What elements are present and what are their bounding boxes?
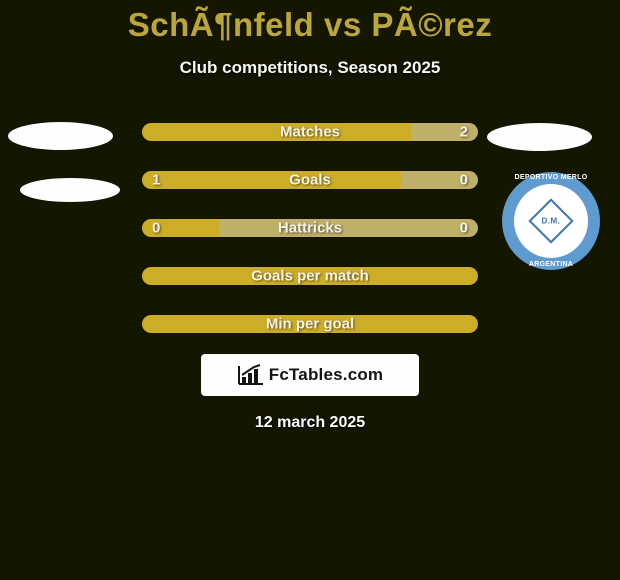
- stat-bar-left-seg: [142, 123, 411, 141]
- stat-label: Min per goal: [266, 316, 354, 333]
- stat-label: Goals: [289, 172, 331, 189]
- date-text: 12 march 2025: [0, 414, 620, 432]
- stat-bar: Goals per match: [141, 266, 479, 286]
- crest-bottom-text: ARGENTINA: [529, 261, 573, 268]
- stat-bar: Min per goal: [141, 314, 479, 334]
- stat-right-value: 2: [460, 124, 468, 141]
- page-title: SchÃ¶nfeld vs PÃ©rez: [0, 0, 620, 44]
- stat-bar: Hattricks 0 0: [141, 218, 479, 238]
- stat-label: Matches: [280, 124, 340, 141]
- crest-top-text: DEPORTIVO MERLO: [515, 174, 588, 181]
- stat-bar: Goals 1 0: [141, 170, 479, 190]
- stat-label: Hattricks: [278, 220, 342, 237]
- page-subtitle: Club competitions, Season 2025: [0, 58, 620, 78]
- stat-label: Goals per match: [251, 268, 369, 285]
- crest-right-oval: [487, 123, 592, 151]
- crest-left-top: [8, 122, 113, 150]
- stat-bar-left-seg: [142, 171, 401, 189]
- stat-bar-right-seg: [219, 219, 478, 237]
- chart-icon: [237, 364, 265, 386]
- site-logo-text: FcTables.com: [269, 365, 384, 385]
- stat-left-value: 1: [152, 172, 160, 189]
- crest-left-bottom: [20, 178, 120, 202]
- crest-dm-text: D.M.: [542, 217, 561, 226]
- crest-right-logo: D.M. DEPORTIVO MERLO ARGENTINA: [502, 172, 600, 270]
- stat-bar: Matches 2: [141, 122, 479, 142]
- stat-right-value: 0: [460, 220, 468, 237]
- site-logo: FcTables.com: [201, 354, 419, 396]
- stat-left-value: 0: [152, 220, 160, 237]
- stat-right-value: 0: [460, 172, 468, 189]
